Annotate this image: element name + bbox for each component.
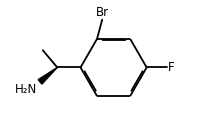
Text: H₂N: H₂N: [15, 83, 37, 96]
Text: Br: Br: [96, 6, 109, 19]
Text: F: F: [168, 61, 174, 74]
Polygon shape: [38, 67, 57, 84]
